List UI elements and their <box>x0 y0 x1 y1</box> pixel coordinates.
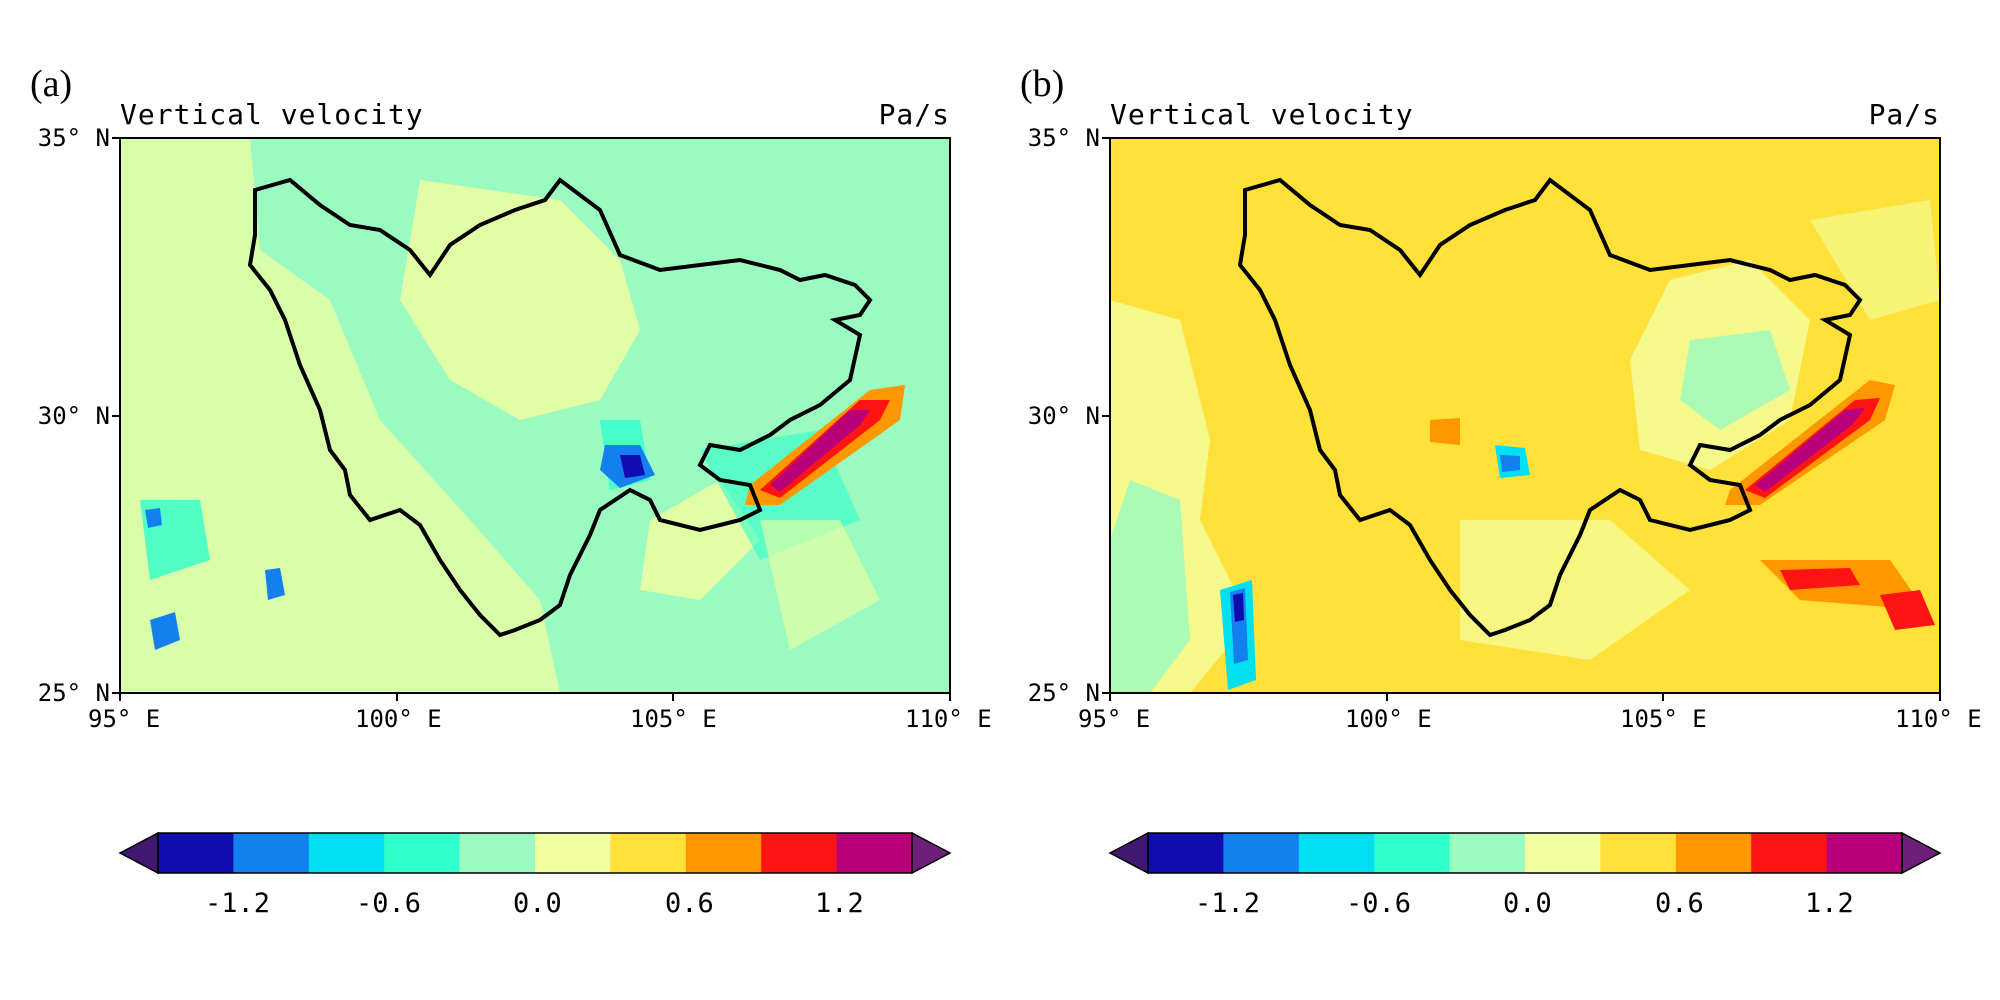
y-tick-35: 35° N <box>1027 124 1100 152</box>
max-bands <box>145 385 905 650</box>
x-tick-100: 100° E <box>1345 705 1432 733</box>
cb-b-tick-06: 0.6 <box>1655 888 1704 919</box>
x-tick-105: 105° E <box>1620 705 1707 733</box>
max-bands <box>1220 380 1935 690</box>
x-tick-105: 105° E <box>630 705 717 733</box>
cb-b-tick-m12: -1.2 <box>1195 888 1261 919</box>
y-tick-30: 30° N <box>37 402 110 430</box>
panel-label: (a) <box>30 63 73 105</box>
x-tick-110: 110° E <box>1895 705 1982 733</box>
panel-label: (b) <box>1020 63 1065 105</box>
cb-b-tick-0: 0.0 <box>1503 888 1552 919</box>
cb-a-tick-m12: -1.2 <box>205 888 271 919</box>
x-tick-110: 110° E <box>905 705 992 733</box>
x-tick-100: 100° E <box>355 705 442 733</box>
x-tick-95: 95° E <box>1078 705 1151 733</box>
cb-b-tick-12: 1.2 <box>1805 888 1854 919</box>
cb-a-tick-m06: -0.6 <box>356 888 422 919</box>
map-title: Vertical velocity <box>1110 98 1414 131</box>
province-boundary <box>1237 177 1863 638</box>
cb-a-tick-06: 0.6 <box>665 888 714 919</box>
cb-b-tick-m06: -0.6 <box>1346 888 1412 919</box>
cb-a-tick-0: 0.0 <box>513 888 562 919</box>
y-tick-30: 30° N <box>1027 402 1100 430</box>
y-ticks-marks <box>1102 137 1110 694</box>
y-tick-25: 25° N <box>1027 679 1100 707</box>
province-boundary <box>247 177 873 638</box>
y-tick-35: 35° N <box>37 124 110 152</box>
map-svg <box>1102 137 1941 701</box>
map-units: Pa/s <box>1868 98 1940 131</box>
x-ticks-marks <box>119 693 951 701</box>
panel-a: (a) Vertical velocity Pa/s <box>30 63 992 733</box>
map-units: Pa/s <box>878 98 950 131</box>
map-title: Vertical velocity <box>120 98 424 131</box>
y-ticks-marks <box>112 137 120 694</box>
x-ticks-marks <box>1109 693 1941 701</box>
map-svg <box>112 137 951 701</box>
cb-a-tick-12: 1.2 <box>815 888 864 919</box>
x-tick-95: 95° E <box>88 705 161 733</box>
y-tick-25: 25° N <box>37 679 110 707</box>
contour-fills <box>1110 200 1940 693</box>
panel-b: (b) Vertical velocity Pa/s <box>990 0 1990 1000</box>
